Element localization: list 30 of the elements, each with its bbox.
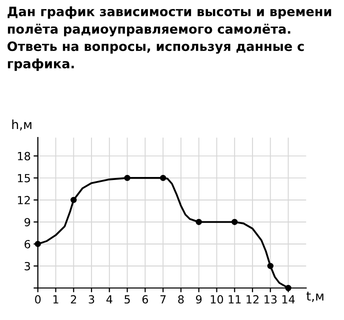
- point: [70, 196, 77, 204]
- x-tick-label: 14: [282, 295, 295, 304]
- y-tick-label: 15: [18, 174, 30, 182]
- x-tick-label: 6: [142, 295, 148, 304]
- y-axis-title: h,м: [12, 119, 32, 130]
- x-axis-title: t,м: [306, 292, 324, 302]
- point: [160, 174, 166, 182]
- x-tick-label: 1: [53, 295, 58, 304]
- x-tick-label: 2: [70, 295, 76, 304]
- y-tick-label: 12: [18, 196, 30, 204]
- x-tick-label: 4: [106, 295, 112, 304]
- point: [267, 262, 274, 270]
- x-tick-label: 3: [88, 295, 94, 304]
- x-tick-label: 13: [264, 295, 277, 304]
- x-tick-label: 0: [35, 295, 41, 304]
- y-tick-label: 6: [24, 240, 30, 248]
- x-tick-label: 7: [160, 295, 166, 304]
- point: [232, 218, 238, 226]
- point: [124, 174, 130, 182]
- y-tick-label: 3: [24, 262, 30, 270]
- y-tick-label: 9: [24, 218, 30, 226]
- x-tick-label: 9: [196, 295, 202, 304]
- y-tick-label: 18: [18, 152, 30, 160]
- x-tick-label: 12: [246, 295, 258, 304]
- x-tick-label: 8: [178, 295, 184, 304]
- x-tick-label: 11: [228, 295, 241, 304]
- chart-title: Дан график зависимости высоты и времени полёта радиоуправляемого самолёта. Ответь на вопросы, используя данные с графика.: [8, 6, 332, 71]
- point: [196, 218, 202, 226]
- x-tick-label: 10: [210, 295, 224, 304]
- x-tick-label: 5: [124, 295, 130, 304]
